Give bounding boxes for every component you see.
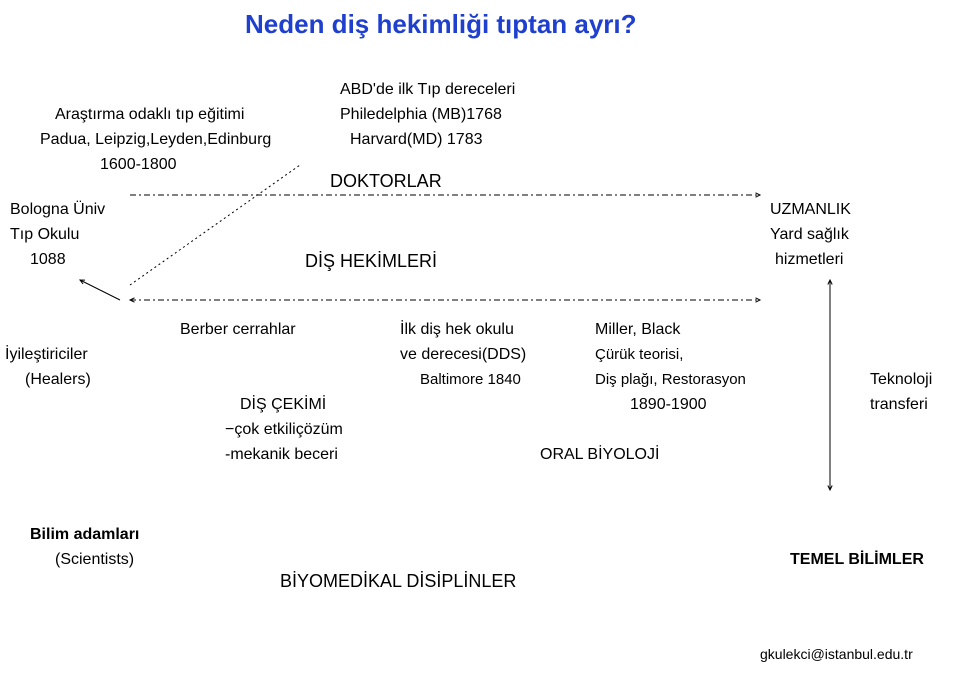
label-transferi: transferi <box>870 395 928 416</box>
label-email: gkulekci@istanbul.edu.tr <box>760 645 913 663</box>
label-uzmanlik: UZMANLIK <box>770 200 851 221</box>
label-harvard: Harvard(MD) 1783 <box>350 130 482 151</box>
label-displagi: Diş plağı, Restorasyon <box>595 370 746 390</box>
label-iyilestiriciler: İyileştiriciler <box>5 345 88 366</box>
label-baltimore: Baltimore 1840 <box>420 370 521 390</box>
label-vederecesi: ve derecesi(DDS) <box>400 345 526 366</box>
label-biyomedikal: BİYOMEDİKAL DİSİPLİNLER <box>280 570 516 593</box>
label-scientists: (Scientists) <box>55 550 134 571</box>
label-abd: ABD'de ilk Tıp dereceleri <box>340 80 515 101</box>
page-title: Neden diş hekimliği tıptan ayrı? <box>245 8 637 42</box>
label-padua: Padua, Leipzig,Leyden,Edinburg <box>40 130 271 151</box>
label-philedelphia: Philedelphia (MB)1768 <box>340 105 502 126</box>
label-doktorlar: DOKTORLAR <box>330 170 442 193</box>
label-tipokulu: Tıp Okulu <box>10 225 79 246</box>
label-miller: Miller, Black <box>595 320 680 341</box>
label-1600-1800: 1600-1800 <box>100 155 177 176</box>
label-oral: ORAL BİYOLOJİ <box>540 445 659 466</box>
label-dishekimleri: DİŞ HEKİMLERİ <box>305 250 437 273</box>
label-arastirma: Araştırma odaklı tıp eğitimi <box>55 105 244 126</box>
label-mekanik: -mekanik beceri <box>225 445 338 466</box>
label-ilkdis: İlk diş hek okulu <box>400 320 514 341</box>
label-temel: TEMEL BİLİMLER <box>790 550 924 571</box>
label-berber: Berber cerrahlar <box>180 320 296 341</box>
label-1890-1900: 1890-1900 <box>630 395 707 416</box>
label-yard: Yard sağlık <box>770 225 849 246</box>
label-curuk: Çürük teorisi, <box>595 345 683 365</box>
label-bilim: Bilim adamları <box>30 525 139 546</box>
diagram-stage: Neden diş hekimliği tıptan ayrı? ABD'de … <box>0 0 960 678</box>
label-teknoloji: Teknoloji <box>870 370 932 391</box>
label-1088: 1088 <box>30 250 66 271</box>
label-bologna: Bologna Üniv <box>10 200 105 221</box>
label-hizmetleri: hizmetleri <box>775 250 843 271</box>
label-discekimi: DİŞ ÇEKİMİ <box>240 395 326 416</box>
label-cok: −çok etkiliçözüm <box>225 420 343 441</box>
label-healers: (Healers) <box>25 370 91 391</box>
